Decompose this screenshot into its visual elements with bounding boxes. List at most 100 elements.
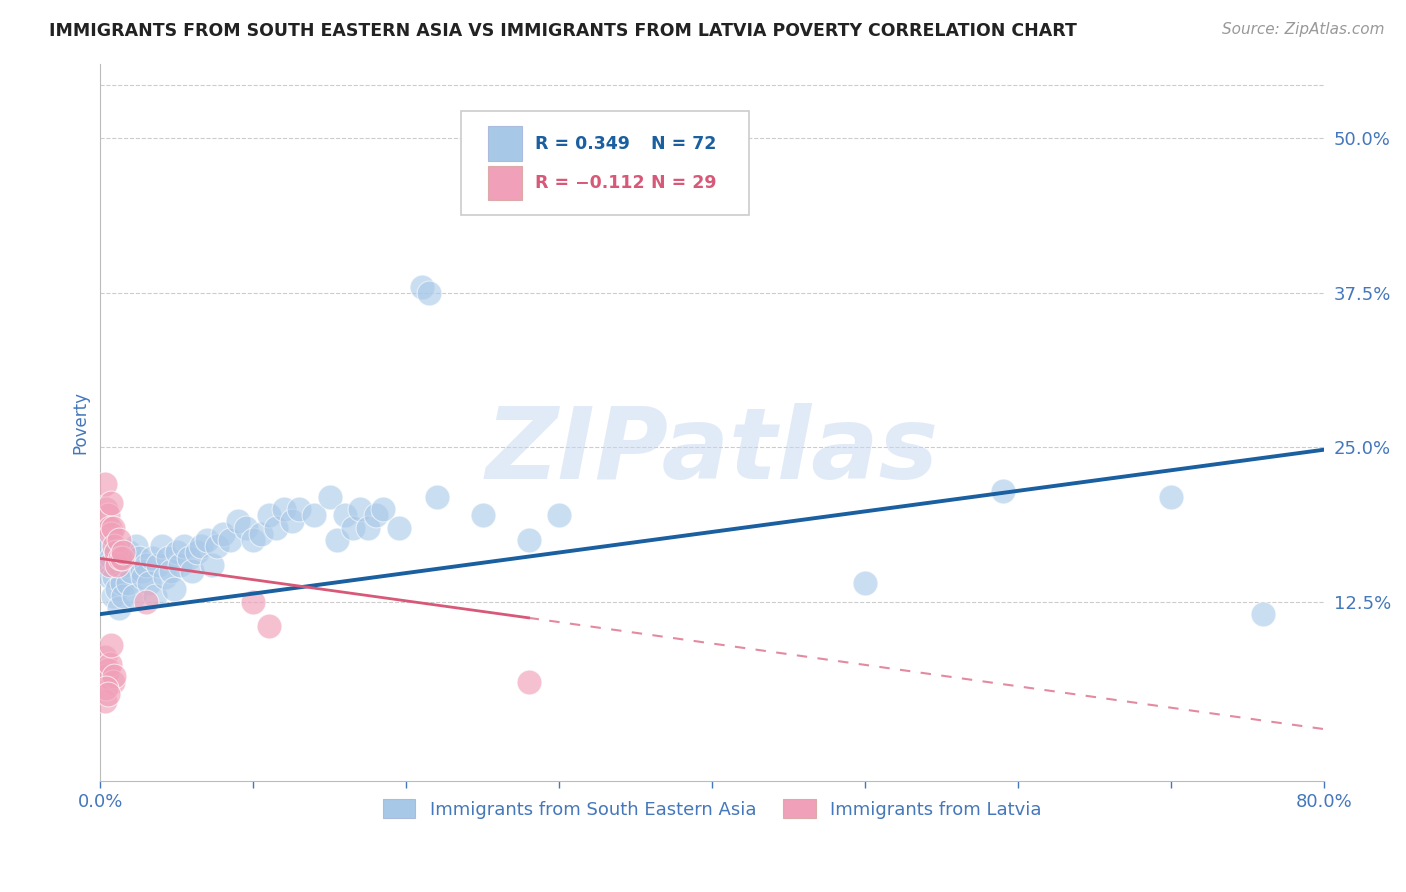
Point — [97, 558, 120, 572]
Point — [418, 285, 440, 300]
Point — [94, 650, 117, 665]
Point — [103, 570, 125, 584]
Point — [94, 477, 117, 491]
Point — [107, 601, 129, 615]
Point — [101, 589, 124, 603]
Point — [333, 508, 356, 523]
Point — [177, 551, 200, 566]
Point — [100, 638, 122, 652]
Point — [110, 551, 132, 566]
Point — [273, 502, 295, 516]
Point — [97, 688, 120, 702]
Point — [150, 539, 173, 553]
Point — [156, 551, 179, 566]
Point — [138, 576, 160, 591]
Point — [326, 533, 349, 547]
Point — [98, 570, 121, 584]
Point — [101, 520, 124, 534]
Point — [117, 576, 139, 591]
Point — [103, 539, 125, 553]
Point — [991, 483, 1014, 498]
Point — [426, 490, 449, 504]
Point — [97, 508, 120, 523]
Point — [153, 570, 176, 584]
Point — [115, 558, 138, 572]
Point — [280, 515, 302, 529]
Point — [112, 545, 135, 559]
Point — [104, 545, 127, 559]
Point — [135, 558, 157, 572]
Point — [1160, 490, 1182, 504]
Point — [163, 582, 186, 597]
Point — [100, 526, 122, 541]
Point — [159, 564, 181, 578]
Point — [112, 589, 135, 603]
Point — [242, 595, 264, 609]
Point — [373, 502, 395, 516]
Point — [190, 539, 212, 553]
Point — [120, 564, 142, 578]
Point — [548, 508, 571, 523]
Point — [100, 551, 122, 566]
Point — [118, 545, 141, 559]
Point — [107, 533, 129, 547]
Point — [517, 533, 540, 547]
Point — [411, 279, 433, 293]
Text: Source: ZipAtlas.com: Source: ZipAtlas.com — [1222, 22, 1385, 37]
Point — [226, 515, 249, 529]
Point — [242, 533, 264, 547]
Point — [145, 589, 167, 603]
Point — [181, 564, 204, 578]
Point — [111, 551, 134, 566]
Point — [94, 693, 117, 707]
Point — [114, 551, 136, 566]
Point — [101, 675, 124, 690]
Text: R = −0.112: R = −0.112 — [534, 174, 644, 192]
Point — [471, 508, 494, 523]
Point — [166, 545, 188, 559]
Point — [349, 502, 371, 516]
Point — [211, 526, 233, 541]
Point — [304, 508, 326, 523]
Point — [288, 502, 311, 516]
Point — [517, 675, 540, 690]
Point — [201, 558, 224, 572]
Point — [96, 502, 118, 516]
Point — [97, 663, 120, 677]
Point — [124, 539, 146, 553]
Point — [98, 520, 121, 534]
Point — [96, 669, 118, 683]
Text: IMMIGRANTS FROM SOUTH EASTERN ASIA VS IMMIGRANTS FROM LATVIA POVERTY CORRELATION: IMMIGRANTS FROM SOUTH EASTERN ASIA VS IM… — [49, 22, 1077, 40]
Point — [853, 576, 876, 591]
Point — [96, 539, 118, 553]
Point — [148, 558, 170, 572]
Point — [110, 558, 132, 572]
Point — [169, 558, 191, 572]
Point — [250, 526, 273, 541]
Point — [94, 558, 117, 572]
Point — [257, 619, 280, 633]
Point — [98, 657, 121, 671]
Point — [257, 508, 280, 523]
Point — [132, 570, 155, 584]
Point — [319, 490, 342, 504]
Point — [105, 582, 128, 597]
Point — [357, 520, 380, 534]
Point — [197, 533, 219, 547]
Point — [98, 558, 121, 572]
Point — [122, 589, 145, 603]
Point — [235, 520, 257, 534]
Text: N = 29: N = 29 — [651, 174, 717, 192]
FancyBboxPatch shape — [488, 127, 523, 161]
Point — [1251, 607, 1274, 621]
FancyBboxPatch shape — [461, 111, 749, 215]
Point — [141, 551, 163, 566]
Point — [264, 520, 287, 534]
Point — [219, 533, 242, 547]
FancyBboxPatch shape — [488, 166, 523, 201]
Point — [342, 520, 364, 534]
Point — [135, 595, 157, 609]
Point — [96, 681, 118, 696]
Point — [128, 551, 150, 566]
Y-axis label: Poverty: Poverty — [72, 391, 89, 454]
